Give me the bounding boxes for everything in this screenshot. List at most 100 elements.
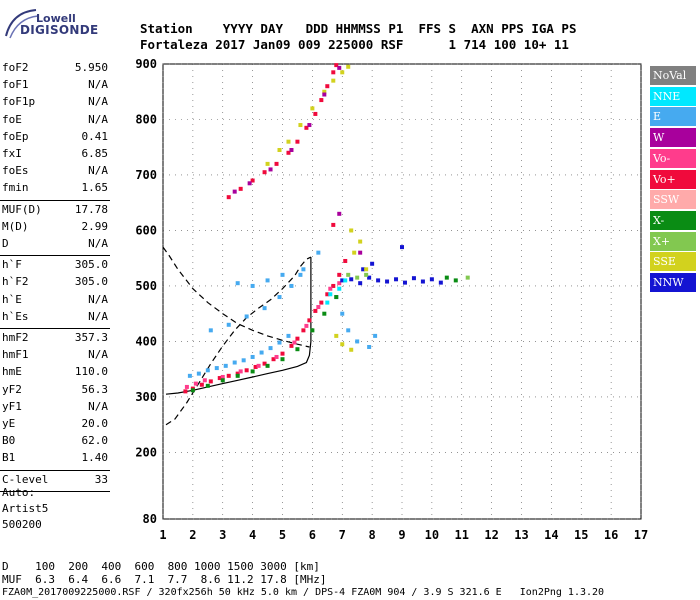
param-yf2: yF2 56.3: [2, 382, 108, 398]
data-point-vo-: [256, 363, 261, 368]
x-tick-label: 17: [634, 528, 648, 542]
param-value: N/A: [88, 78, 108, 92]
data-point-e: [346, 328, 351, 333]
data-point-e: [280, 272, 285, 277]
data-point-e: [187, 373, 192, 378]
data-point-nnw: [340, 278, 345, 283]
data-point-nnw: [420, 279, 425, 284]
profile-line-profile-solid: [165, 257, 312, 395]
data-point-sse: [310, 106, 315, 111]
data-point-vo-: [226, 195, 231, 200]
data-point-vo-: [244, 368, 249, 373]
param-value: 1.65: [81, 181, 109, 195]
x-tick-label: 10: [425, 528, 439, 542]
param-value: N/A: [88, 292, 108, 306]
param-value: 62.0: [81, 434, 109, 448]
data-point-vo-: [262, 170, 267, 175]
x-tick-label: 4: [249, 528, 256, 542]
data-point-nnw: [367, 275, 372, 280]
data-point-vo-: [301, 328, 306, 333]
param-separator: [0, 490, 110, 492]
data-point-sse: [346, 64, 351, 69]
param-name: hmF2: [2, 331, 29, 344]
param-fxi: fxI 6.85: [2, 146, 108, 162]
data-point-e: [205, 368, 210, 373]
data-point-e: [208, 328, 213, 333]
data-point-x-: [295, 347, 300, 352]
data-point-vo-: [313, 111, 318, 116]
data-point-vo-: [286, 150, 291, 155]
param-hme: hmE 110.0: [2, 364, 108, 380]
data-point-nne: [343, 278, 348, 283]
param-value: 56.3: [81, 382, 109, 396]
data-point-nne: [325, 300, 330, 305]
param-d: D N/A: [2, 236, 108, 252]
data-point-w: [232, 189, 237, 194]
param-separator: [0, 328, 110, 329]
x-tick-label: 13: [514, 528, 528, 542]
x-tick-label: 7: [339, 528, 346, 542]
data-point-nne: [328, 292, 333, 297]
data-point-e: [241, 358, 246, 363]
auto-scaling-line2: Artist5: [2, 502, 49, 515]
data-point-x-: [453, 278, 458, 283]
data-point-vo-: [202, 378, 207, 383]
data-point-vo-: [271, 357, 276, 362]
footer-info: FZA0M_2017009225000.RSF / 320fx256h 50 k…: [2, 587, 605, 598]
data-point-e: [340, 311, 345, 316]
legend-item-noval: NoVal: [650, 66, 696, 85]
data-point-e: [250, 354, 255, 359]
data-point-sse: [352, 250, 357, 255]
data-point-vo-: [295, 139, 300, 144]
data-point-vo-: [331, 283, 336, 288]
data-point-vo-: [304, 125, 309, 130]
param-name: hmE: [2, 365, 22, 379]
param-name: hmF1: [2, 348, 29, 362]
data-point-e: [277, 295, 282, 300]
data-point-x-: [444, 275, 449, 280]
data-point-x-: [220, 378, 225, 383]
data-point-vo-: [319, 98, 324, 103]
x-tick-label: 6: [309, 528, 316, 542]
param-foes: foEs N/A: [2, 163, 108, 179]
data-point-w: [337, 211, 342, 216]
param-value: N/A: [88, 164, 108, 178]
param-name: foEp: [2, 129, 29, 143]
data-point-sse: [277, 148, 282, 153]
param-fof1: foF1 N/A: [2, 77, 108, 93]
legend-item-nne: NNE: [650, 86, 696, 106]
data-point-w: [289, 148, 294, 153]
param-name: yF1: [2, 399, 22, 413]
param-name: fxI: [2, 147, 22, 160]
param-ye: yE 20.0: [2, 416, 108, 432]
data-point-e: [262, 306, 267, 311]
data-point-vo-: [274, 354, 279, 359]
param-name: foE: [2, 112, 22, 126]
data-point-vo-: [208, 379, 213, 384]
data-point-e: [235, 281, 240, 286]
legend-item-x-: X-: [650, 210, 696, 230]
data-point-nnw: [370, 261, 375, 266]
data-point-nne: [337, 286, 342, 291]
x-tick-label: 3: [219, 528, 226, 542]
data-point-vo-: [226, 373, 231, 378]
data-point-vo-: [280, 351, 285, 356]
legend-item-e: E: [650, 107, 696, 127]
param-name: fmin: [2, 181, 29, 195]
param-b1: B1 1.40: [2, 450, 108, 466]
param-foep: foEp 0.41: [2, 129, 108, 145]
data-point-nnw: [394, 277, 399, 282]
data-point-vo-: [289, 343, 294, 348]
legend-item-w: W: [650, 128, 696, 148]
data-point-nnw: [400, 245, 404, 250]
data-point-nnw: [376, 278, 381, 283]
data-point-vo-: [331, 70, 336, 75]
data-point-x-: [280, 357, 285, 362]
data-point-sse: [349, 228, 354, 233]
param-name: yE: [2, 417, 16, 430]
data-point-sse: [334, 333, 339, 338]
data-point-e: [298, 272, 303, 277]
param-name: B1: [2, 451, 16, 465]
param-name: B0: [2, 434, 16, 448]
data-point-e: [250, 283, 255, 288]
